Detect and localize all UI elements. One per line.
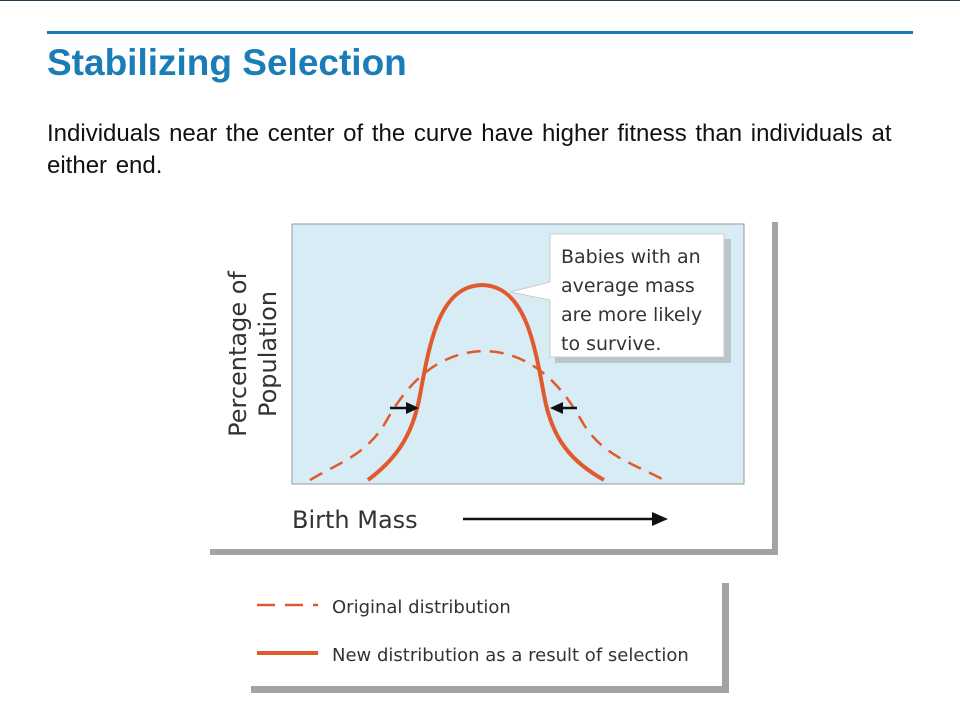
original-distribution-curve [309, 349, 665, 482]
y-axis-label-line2: Population [254, 291, 282, 417]
callout-line-2: average mass [561, 275, 695, 297]
new-distribution-curve [366, 282, 605, 482]
callout-line-4: to survive. [561, 333, 661, 355]
legend-background [244, 576, 722, 686]
callout-box: Babies with an average mass are more lik… [509, 233, 731, 363]
slide-title: Stabilizing Selection [47, 42, 407, 83]
slide-body-text: Individuals near the center of the curve… [47, 120, 892, 179]
top-border [0, 0, 960, 1]
y-axis-label-group: Percentage of Population [224, 271, 282, 437]
title-rule [47, 31, 913, 34]
legend-item-new: New distribution as a result of selectio… [332, 645, 689, 666]
legend-panel: Original distribution New distribution a… [244, 576, 729, 693]
y-axis-label-line1: Percentage of [224, 271, 252, 437]
left-inward-arrow-head [406, 402, 419, 414]
callout-line-3: are more likely [561, 304, 702, 326]
x-axis-arrow-head [652, 512, 668, 526]
legend-item-original: Original distribution [332, 597, 511, 618]
graph-panel [204, 216, 778, 555]
callout-bubble [509, 233, 725, 358]
right-inward-arrow-head [550, 402, 563, 414]
x-axis-label: Birth Mass [292, 506, 418, 534]
callout-line-1: Babies with an [561, 246, 701, 268]
